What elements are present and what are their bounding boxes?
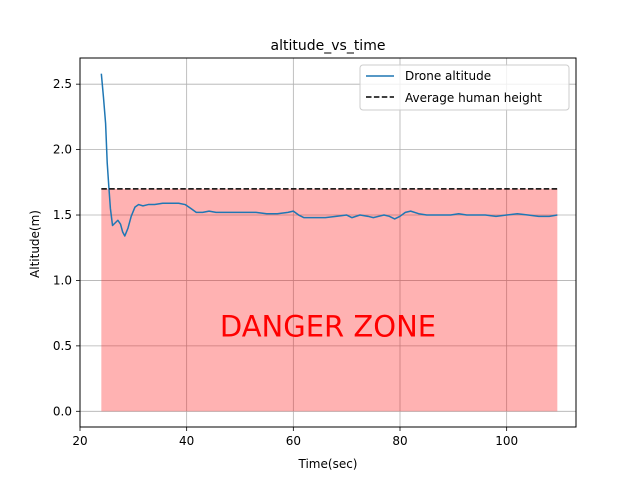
- x-tick-label: 20: [72, 434, 87, 448]
- danger-zone-annotation: DANGER ZONE: [220, 310, 436, 344]
- legend: Drone altitude Average human height: [359, 64, 570, 111]
- y-axis-label: Altitude(m): [28, 210, 42, 278]
- axes-frame: [79, 57, 577, 428]
- legend-label-drone-altitude: Drone altitude: [405, 69, 491, 83]
- x-axis-ticks: 20 40 60 80 100: [72, 427, 518, 448]
- legend-frame: [359, 64, 570, 111]
- x-axis-label: Time(sec): [298, 457, 358, 471]
- y-tick-label: 0.5: [53, 339, 72, 353]
- x-tick-label: 40: [179, 434, 194, 448]
- y-tick-label: 2.0: [53, 143, 72, 157]
- y-tick-label: 2.5: [53, 77, 72, 91]
- chart-title: altitude_vs_time: [271, 38, 386, 54]
- x-tick-label: 100: [495, 434, 518, 448]
- y-tick-label: 1.5: [53, 208, 72, 222]
- x-tick-label: 60: [286, 434, 301, 448]
- legend-label-human-height: Average human height: [405, 91, 542, 105]
- plot-area: DANGER ZONE: [79, 57, 577, 428]
- series-line-drone-altitude: [100, 73, 558, 237]
- y-tick-label: 0.0: [53, 404, 72, 418]
- danger-zone-region: [101, 188, 558, 412]
- y-axis-ticks: 0.0 0.5 1.0 1.5 2.0 2.5: [53, 77, 80, 418]
- x-tick-label: 80: [392, 434, 407, 448]
- y-tick-label: 1.0: [53, 273, 72, 287]
